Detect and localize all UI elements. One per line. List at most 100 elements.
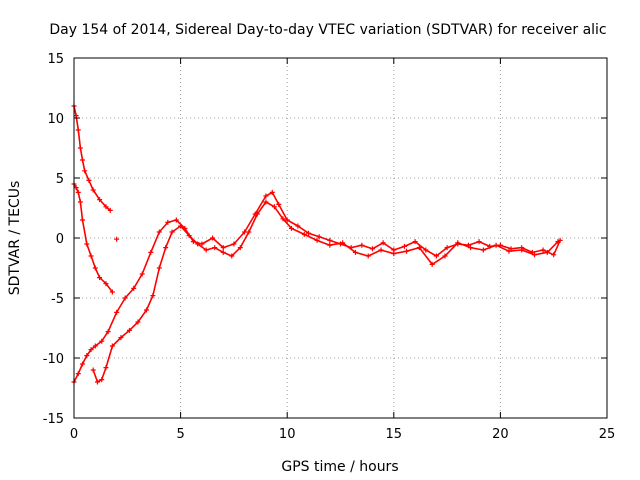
data-point xyxy=(88,347,94,353)
y-tick-label: 0 xyxy=(56,232,64,247)
y-tick-label: 10 xyxy=(47,112,64,127)
y-tick-label: 5 xyxy=(56,172,64,187)
data-point xyxy=(220,245,226,251)
data-point xyxy=(97,275,103,281)
data-point xyxy=(301,231,307,237)
data-point xyxy=(327,237,333,243)
data-series xyxy=(71,103,563,385)
data-point xyxy=(77,199,83,205)
series-track-a xyxy=(71,181,115,295)
data-point xyxy=(90,367,96,373)
data-point xyxy=(544,249,550,255)
data-point xyxy=(107,207,113,213)
data-point xyxy=(92,265,98,271)
data-point xyxy=(82,168,88,174)
data-point xyxy=(114,309,120,315)
data-point xyxy=(242,229,248,235)
x-tick-label: 20 xyxy=(492,427,509,442)
data-point xyxy=(203,247,209,253)
series-track-c xyxy=(71,189,563,385)
y-axis-label: SDTVAR / TECUs xyxy=(7,181,23,296)
data-point xyxy=(380,240,386,246)
data-point xyxy=(165,219,171,225)
data-point xyxy=(135,319,141,325)
data-point xyxy=(401,243,407,249)
data-point xyxy=(210,235,216,241)
data-point xyxy=(84,353,90,359)
data-point xyxy=(476,239,482,245)
data-point xyxy=(212,245,218,251)
data-point xyxy=(86,177,92,183)
data-point xyxy=(109,289,115,295)
data-point xyxy=(103,204,109,210)
data-point xyxy=(316,234,322,240)
data-point xyxy=(131,285,137,291)
data-point xyxy=(105,329,111,335)
x-tick-label: 15 xyxy=(386,427,403,442)
data-point xyxy=(288,225,294,231)
grid xyxy=(74,58,607,418)
data-point xyxy=(156,265,162,271)
data-point xyxy=(433,253,439,259)
data-point xyxy=(231,241,237,247)
data-point xyxy=(555,239,561,245)
data-point xyxy=(150,293,156,299)
x-tick-label: 5 xyxy=(176,427,184,442)
data-point xyxy=(109,343,115,349)
plot-frame xyxy=(73,57,608,419)
data-point xyxy=(237,245,243,251)
data-point xyxy=(442,253,448,259)
data-point xyxy=(359,242,365,248)
data-point xyxy=(118,335,124,341)
data-point xyxy=(284,217,290,223)
data-point xyxy=(80,217,86,223)
data-point xyxy=(280,216,286,222)
data-point xyxy=(99,377,105,383)
x-tick-label: 0 xyxy=(70,427,78,442)
data-point xyxy=(519,247,525,253)
data-point xyxy=(97,197,103,203)
data-point xyxy=(163,245,169,251)
data-point xyxy=(455,240,461,246)
data-point xyxy=(271,204,277,210)
y-tick-label: 15 xyxy=(47,52,64,67)
data-point xyxy=(143,307,149,313)
data-point xyxy=(80,157,86,163)
data-point xyxy=(80,361,86,367)
data-point xyxy=(365,253,371,259)
data-point xyxy=(88,253,94,259)
data-point xyxy=(423,247,429,253)
data-point xyxy=(352,249,358,255)
data-point xyxy=(444,245,450,251)
series-track-d xyxy=(90,199,561,385)
data-point xyxy=(378,247,384,253)
data-point xyxy=(540,247,546,253)
data-point xyxy=(75,189,81,195)
data-point xyxy=(306,230,312,236)
data-point xyxy=(295,223,301,229)
data-point xyxy=(269,189,275,195)
data-point xyxy=(369,246,375,252)
y-tick-label: -5 xyxy=(51,292,64,307)
data-point xyxy=(263,199,269,205)
data-point xyxy=(114,236,120,242)
data-point xyxy=(99,338,105,344)
data-point xyxy=(156,229,162,235)
data-point xyxy=(246,229,252,235)
data-point xyxy=(75,371,81,377)
data-point xyxy=(532,252,538,258)
data-point xyxy=(178,223,184,229)
axis-ticks: 0 5 10 15 20 25 -15 -10 -5 0 5 10 15 xyxy=(43,52,616,442)
y-tick-label: -10 xyxy=(43,352,64,367)
data-point xyxy=(254,211,260,217)
x-tick-label: 10 xyxy=(279,427,296,442)
x-tick-label: 25 xyxy=(599,427,616,442)
data-point xyxy=(263,193,269,199)
series-isolated-points xyxy=(114,236,120,242)
data-point xyxy=(493,242,499,248)
data-point xyxy=(84,241,90,247)
data-point xyxy=(195,241,201,247)
data-point xyxy=(551,252,557,258)
y-tick-label: -15 xyxy=(43,412,64,427)
data-point xyxy=(391,251,397,257)
